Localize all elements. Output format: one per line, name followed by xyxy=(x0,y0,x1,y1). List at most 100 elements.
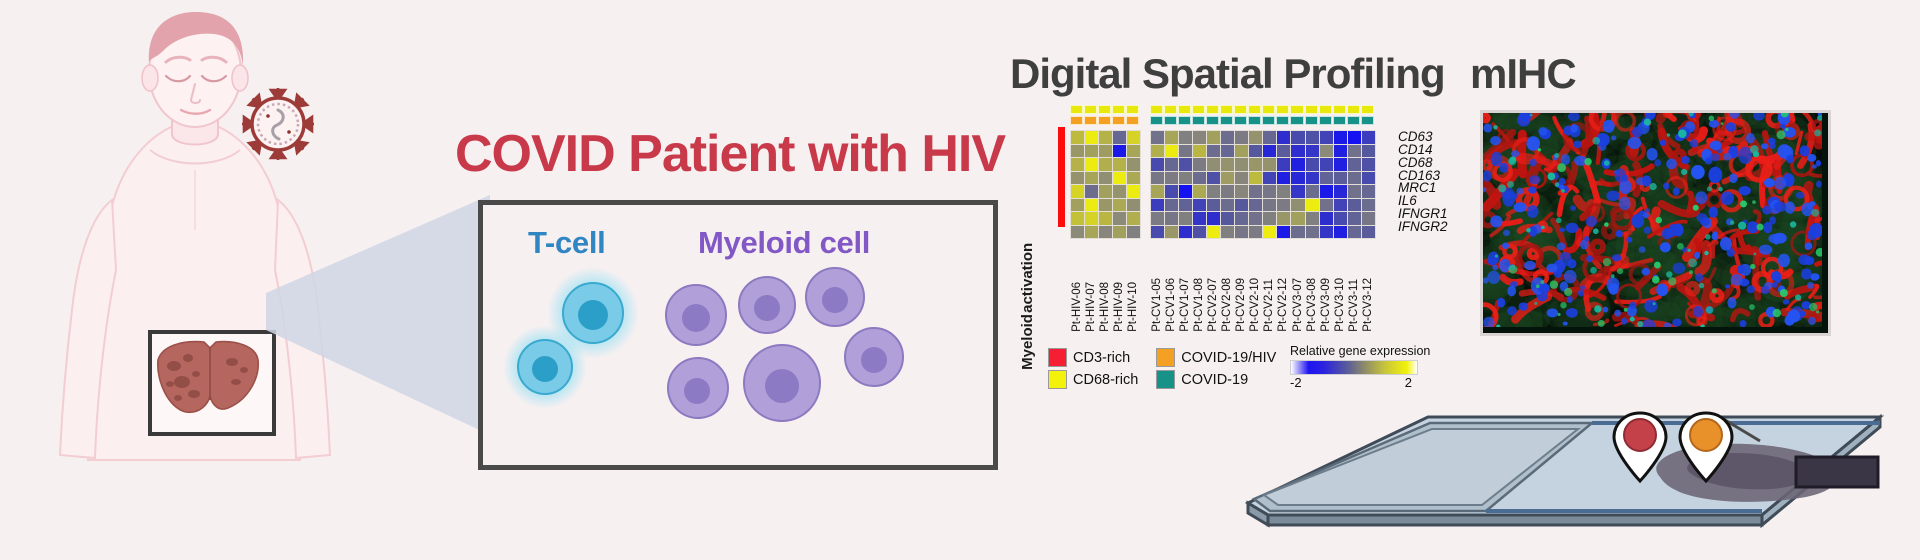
annotation-cell xyxy=(1126,105,1140,114)
heatmap-cell xyxy=(1263,212,1277,225)
heatmap-cell xyxy=(1178,171,1192,184)
heatmap-cell xyxy=(1071,198,1085,211)
heatmap-cell xyxy=(1333,212,1347,225)
annotation-cell xyxy=(1276,116,1290,125)
heatmap-cell xyxy=(1319,171,1333,184)
heatmap-cell xyxy=(1099,185,1113,198)
heatmap-cell xyxy=(1291,185,1305,198)
heatmap-cell xyxy=(1127,131,1141,144)
color-scale-title: Relative gene expression xyxy=(1290,344,1431,358)
heatmap-cell xyxy=(1113,225,1127,238)
zoom-connector-wedge xyxy=(266,195,490,435)
heatmap-cell xyxy=(1085,158,1099,171)
gene-label-cd68: CD68 xyxy=(1398,154,1433,170)
annotation-cell xyxy=(1163,105,1177,114)
column-label-pt-cv3-07: Pt-CV3-07 xyxy=(1291,278,1304,332)
color-scale-legend: Relative gene expression -2 2 xyxy=(1290,344,1430,391)
heatmap-cell xyxy=(1249,185,1263,198)
legend-swatch-cd68-rich xyxy=(1048,370,1067,389)
heatmap-cell xyxy=(1361,198,1375,211)
liver-illustration xyxy=(157,340,259,414)
annotation-cell xyxy=(1234,105,1248,114)
dsp-heatmap-panel: Myeloid activation CD63 CD14 CD68 CD163 MRC1 I… xyxy=(1019,105,1448,405)
annotation-cell xyxy=(1177,105,1191,114)
column-label-pt-cv3-09: Pt-CV3-09 xyxy=(1319,278,1332,332)
heatmap-cell xyxy=(1071,171,1085,184)
column-label-pt-cv1-06: Pt-CV1-06 xyxy=(1164,278,1177,332)
column-label-pt-cv2-11: Pt-CV2-11 xyxy=(1263,279,1276,332)
heatmap-cell xyxy=(1192,171,1206,184)
virus-particle-icon xyxy=(242,88,314,160)
heatmap-cell xyxy=(1150,158,1164,171)
annotation-row-disease-group-hiv xyxy=(1070,116,1140,125)
annotation-cell xyxy=(1070,105,1084,114)
heatmap-cell xyxy=(1164,171,1178,184)
column-label-pt-hiv-10: Pt-HIV-10 xyxy=(1127,282,1140,332)
heatmap-cell xyxy=(1235,198,1249,211)
heatmap-cell xyxy=(1220,144,1235,157)
patient-body-illustration xyxy=(58,12,332,461)
heatmap-cell xyxy=(1305,185,1319,198)
heatmap-cell xyxy=(1178,198,1192,211)
annotation-cell xyxy=(1149,105,1163,114)
heatmap-cell xyxy=(1085,225,1099,238)
heatmap-cell xyxy=(1220,212,1235,225)
gene-label-cd63: CD63 xyxy=(1398,129,1433,144)
heatmap-cell xyxy=(1206,144,1220,157)
heatmap-cell xyxy=(1099,225,1113,238)
heatmap-cell xyxy=(1071,131,1085,144)
heatmap-cell xyxy=(1085,131,1099,144)
legend-label-cd3-rich: CD3-rich xyxy=(1073,349,1131,366)
heatmap-cell xyxy=(1178,185,1192,198)
legend-swatch-cd3-rich xyxy=(1048,348,1067,367)
heatmap-cell xyxy=(1192,131,1206,144)
heatmap-cell xyxy=(1113,198,1127,211)
annotation-cell xyxy=(1346,116,1360,125)
heatmap-cell xyxy=(1178,144,1192,157)
legend-swatch-covid xyxy=(1156,370,1176,389)
annotation-cell xyxy=(1290,105,1304,114)
column-label-pt-cv2-09: Pt-CV2-09 xyxy=(1235,278,1248,332)
legend-label-cd68-rich: CD68-rich xyxy=(1073,371,1139,388)
heatmap-cell xyxy=(1291,158,1305,171)
heatmap-cell xyxy=(1178,158,1192,171)
legend-swatch-covid-hiv xyxy=(1156,348,1176,367)
heatmap-cell xyxy=(1361,144,1375,157)
heatmap-cell xyxy=(1333,185,1347,198)
heatmap-cell xyxy=(1164,131,1178,144)
annotation-cell xyxy=(1219,116,1234,125)
heatmap-cell xyxy=(1071,158,1085,171)
heatmap-cell xyxy=(1150,198,1164,211)
heatmap-cell xyxy=(1235,144,1249,157)
column-label-pt-cv2-08: Pt-CV2-08 xyxy=(1221,278,1233,332)
heatmap-cell xyxy=(1113,185,1127,198)
annotation-cell xyxy=(1234,116,1248,125)
heatmap-cell xyxy=(1263,225,1277,238)
column-label-pt-hiv-06: Pt-HIV-06 xyxy=(1071,282,1083,332)
heatmap-cell xyxy=(1347,158,1361,171)
heatmap-cell xyxy=(1206,185,1220,198)
heatmap-cell xyxy=(1164,144,1178,157)
legend-label-covid-hiv: COVID-19/HIV xyxy=(1181,349,1277,366)
heatmap-cell xyxy=(1347,225,1361,238)
heatmap-cell xyxy=(1333,158,1347,171)
annotation-cell xyxy=(1360,116,1374,125)
myeloid-cell-group xyxy=(665,267,904,422)
heatmap-cell xyxy=(1291,225,1305,238)
annotation-row-disease-group-cv xyxy=(1149,116,1374,125)
heatmap-cell xyxy=(1361,212,1375,225)
legend-item: COVID-19 xyxy=(1156,370,1276,389)
heatmap-cell xyxy=(1277,171,1291,184)
heatmap-cell xyxy=(1178,225,1192,238)
legend-item: COVID-19/HIV xyxy=(1156,348,1276,367)
annotation-cell xyxy=(1318,105,1332,114)
heatmap-cell xyxy=(1113,171,1127,184)
column-label-pt-cv2-07: Pt-CV2-07 xyxy=(1206,278,1219,332)
heatmap-cell xyxy=(1235,225,1249,238)
column-label-pt-cv3-10: Pt-CV3-10 xyxy=(1333,278,1346,332)
patient-illustration-panel xyxy=(0,0,490,480)
heatmap-cell xyxy=(1220,198,1235,211)
page-title-mihc: mIHC xyxy=(1470,50,1577,97)
tcell-2 xyxy=(503,325,587,409)
